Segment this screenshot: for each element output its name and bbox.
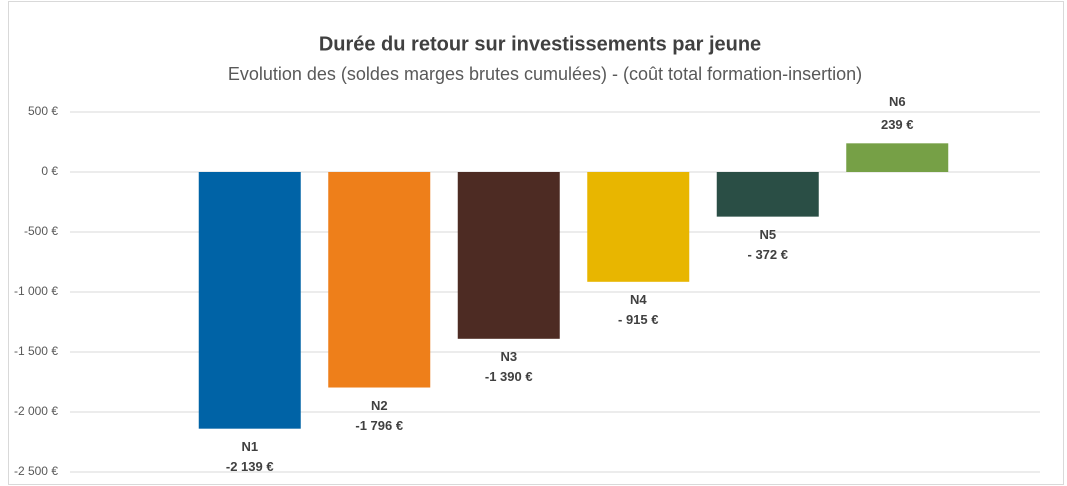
data-label: - 915 €	[618, 312, 658, 327]
bar	[457, 172, 560, 339]
y-tick-label: 500 €	[28, 104, 58, 118]
category-label: N4	[630, 292, 647, 307]
y-tick-label: -500 €	[24, 224, 58, 238]
data-label: -2 139 €	[226, 459, 274, 474]
data-label: 239 €	[881, 117, 914, 132]
bar	[328, 172, 431, 388]
bar	[198, 172, 301, 429]
category-label: N6	[889, 94, 906, 109]
y-tick-label: -1 000 €	[14, 284, 58, 298]
data-label: -1 796 €	[355, 418, 403, 433]
category-label: N1	[241, 439, 258, 454]
y-tick-label: -2 000 €	[14, 404, 58, 418]
data-label: -1 390 €	[485, 369, 533, 384]
chart-subtitle: Evolution des (soldes marges brutes cumu…	[228, 64, 862, 84]
bar	[846, 143, 949, 172]
y-tick-label: 0 €	[41, 164, 58, 178]
data-label: - 372 €	[748, 247, 788, 262]
category-label: N2	[371, 398, 388, 413]
bar	[716, 172, 819, 217]
bar	[587, 172, 690, 282]
chart-title: Durée du retour sur investissements par …	[319, 33, 761, 55]
y-tick-label: -2 500 €	[14, 464, 58, 478]
category-label: N5	[759, 227, 776, 242]
y-tick-label: -1 500 €	[14, 344, 58, 358]
category-label: N3	[500, 349, 517, 364]
